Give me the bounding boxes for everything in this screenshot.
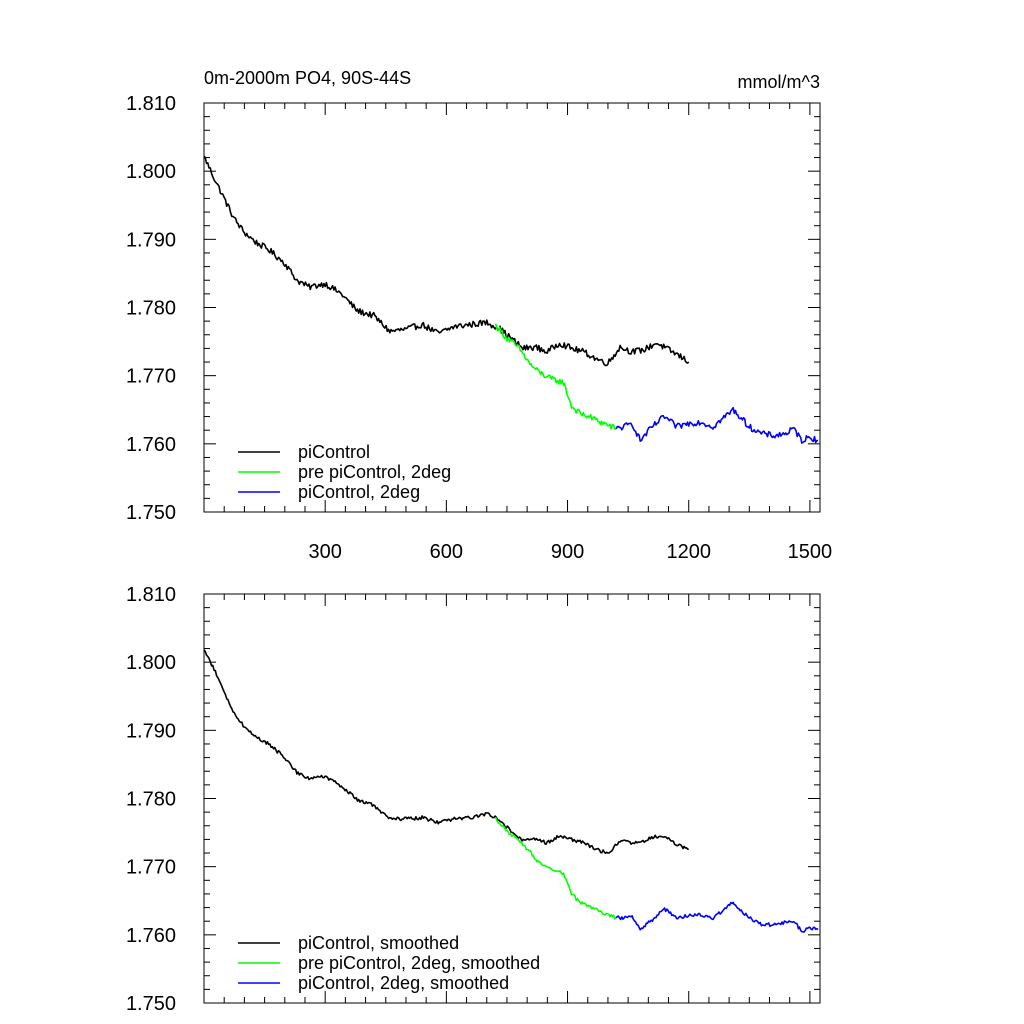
y-tick-label: 1.770 — [126, 366, 176, 388]
series-line-picontrol-2deg — [615, 406, 819, 444]
units-label: mmol/m^3 — [738, 72, 820, 92]
legend-label: pre piControl, 2deg, smoothed — [298, 953, 540, 973]
y-tick-label: 1.750 — [126, 502, 176, 524]
y-tick-label: 1.770 — [126, 857, 176, 879]
y-tick-label: 1.800 — [126, 652, 176, 674]
y-tick-label: 1.790 — [126, 229, 176, 251]
plot-frame — [203, 593, 821, 1004]
y-tick-label: 1.810 — [126, 93, 176, 115]
series-line-picontrol-2deg-smoothed — [615, 901, 819, 933]
y-tick-label: 1.780 — [126, 789, 176, 811]
y-tick-label: 1.810 — [126, 584, 176, 606]
y-tick-label: 1.760 — [126, 925, 176, 947]
series-line-picontrol — [204, 155, 690, 367]
y-tick-label: 1.750 — [126, 993, 176, 1015]
legend-label: piControl, smoothed — [298, 933, 459, 953]
plot-frame — [203, 102, 821, 513]
x-tick-label: 900 — [551, 541, 584, 563]
panel-bottom: 1.810 1.800 1.790 1.780 1.770 1.760 1.750 piCon… — [126, 584, 821, 1015]
x-tick-label: 1200 — [666, 541, 711, 563]
panel-top: 1.810 1.800 1.790 1.780 1.770 1.760 1.750 300 60… — [126, 93, 832, 563]
y-tick-label: 1.790 — [126, 720, 176, 742]
axis-ticks — [204, 593, 820, 1004]
axis-ticks — [204, 102, 820, 513]
legend-label: pre piControl, 2deg — [298, 462, 451, 482]
legend-label: piControl, 2deg, smoothed — [298, 973, 509, 993]
x-tick-label: 600 — [430, 541, 463, 563]
legend-label: piControl — [298, 442, 370, 462]
y-tick-label: 1.800 — [126, 161, 176, 183]
series-line-pre-picontrol-2deg — [494, 323, 617, 430]
legend-label: piControl, 2deg — [298, 482, 420, 502]
x-tick-label: 300 — [308, 541, 341, 563]
y-tick-label: 1.760 — [126, 434, 176, 456]
chart-title: 0m-2000m PO4, 90S-44S — [204, 68, 411, 88]
y-tick-label: 1.780 — [126, 298, 176, 320]
x-tick-label: 1500 — [788, 541, 833, 563]
series-line-pre-picontrol-2deg-smoothed — [494, 816, 617, 920]
series-line-picontrol-smoothed — [204, 649, 690, 855]
